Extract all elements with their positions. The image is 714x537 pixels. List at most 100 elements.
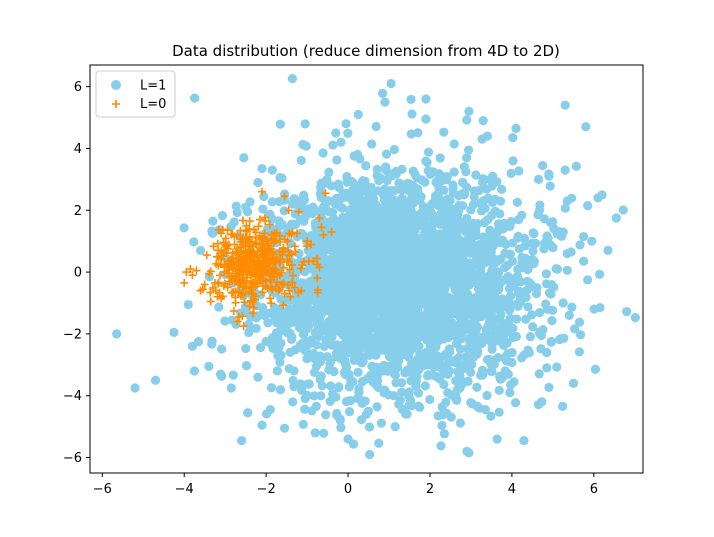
- data-point: [538, 160, 548, 171]
- data-point: [287, 74, 297, 84]
- data-point: [361, 161, 371, 171]
- data-point: [304, 379, 314, 389]
- data-point: [359, 274, 369, 284]
- data-point: [454, 223, 465, 233]
- data-point: [574, 317, 585, 327]
- data-point: [300, 267, 310, 277]
- data-point: [493, 285, 504, 295]
- data-point: [354, 393, 364, 404]
- data-point: [479, 217, 490, 228]
- data-point: [477, 252, 487, 262]
- data-point: [288, 228, 297, 237]
- data-point: [583, 201, 593, 211]
- data-point: [477, 302, 487, 312]
- data-point: [276, 323, 286, 333]
- data-point: [263, 318, 273, 328]
- data-point: [431, 320, 441, 330]
- data-point: [313, 260, 322, 269]
- data-point: [437, 296, 448, 307]
- data-point: [371, 332, 381, 343]
- data-point: [568, 378, 579, 388]
- data-point: [294, 288, 303, 297]
- data-point: [465, 324, 475, 334]
- data-point: [327, 227, 336, 236]
- data-point: [296, 155, 306, 166]
- data-point: [431, 198, 442, 208]
- data-point: [375, 307, 385, 317]
- data-point: [523, 262, 534, 272]
- data-point: [228, 370, 238, 380]
- data-point: [249, 247, 258, 256]
- data-point: [235, 312, 244, 321]
- data-point: [479, 183, 489, 193]
- data-point: [493, 352, 503, 363]
- data-point: [236, 291, 245, 300]
- data-point: [234, 280, 243, 289]
- data-point: [398, 263, 408, 274]
- data-point: [273, 278, 282, 287]
- data-point: [179, 223, 189, 233]
- data-point: [433, 411, 443, 421]
- data-point: [402, 216, 413, 227]
- data-point: [389, 391, 399, 401]
- data-point: [505, 388, 515, 398]
- data-point: [231, 271, 240, 280]
- data-point: [212, 259, 221, 268]
- data-point: [217, 210, 228, 221]
- data-point: [313, 274, 322, 283]
- data-point: [205, 269, 214, 278]
- data-point: [404, 179, 414, 189]
- data-point: [562, 196, 572, 206]
- data-point: [279, 301, 288, 310]
- data-point: [379, 281, 389, 291]
- data-point: [489, 359, 499, 369]
- data-point: [500, 262, 510, 273]
- data-point: [472, 382, 482, 392]
- data-point: [275, 247, 284, 256]
- data-point: [556, 334, 566, 344]
- data-point: [345, 348, 355, 358]
- data-point: [283, 281, 292, 290]
- data-point: [290, 345, 300, 355]
- data-point: [373, 382, 383, 393]
- legend: L=1 L=0: [95, 70, 176, 118]
- data-point: [401, 409, 411, 419]
- data-point: [322, 352, 332, 362]
- data-point: [471, 231, 481, 241]
- data-point: [426, 354, 436, 364]
- data-point: [321, 264, 332, 274]
- data-point: [189, 366, 200, 376]
- data-point: [515, 294, 525, 304]
- y-axis: −6 −4 −2 0 2 4 6: [63, 80, 90, 466]
- data-point: [253, 177, 263, 188]
- data-point: [513, 233, 523, 243]
- data-point: [463, 228, 473, 239]
- data-point: [208, 216, 218, 226]
- data-point: [391, 253, 401, 263]
- data-point: [321, 410, 331, 420]
- data-point: [478, 174, 488, 184]
- data-point: [339, 368, 350, 378]
- data-point: [415, 402, 425, 412]
- y-tick-label: −2: [63, 327, 82, 342]
- data-point: [389, 186, 399, 196]
- data-point: [464, 106, 474, 116]
- data-point: [496, 322, 507, 332]
- data-point: [220, 316, 230, 326]
- data-point: [466, 398, 476, 408]
- data-point: [209, 242, 218, 251]
- data-point: [251, 323, 261, 334]
- data-point: [291, 248, 300, 257]
- data-point: [380, 97, 390, 107]
- data-point: [464, 448, 474, 458]
- data-point: [244, 242, 253, 251]
- data-point: [367, 139, 377, 149]
- data-point: [389, 144, 399, 155]
- data-point: [284, 363, 294, 374]
- data-point: [462, 182, 472, 192]
- data-point: [275, 385, 286, 395]
- data-point: [533, 210, 543, 220]
- data-point: [261, 277, 270, 286]
- data-point: [360, 237, 371, 247]
- data-point: [485, 241, 495, 251]
